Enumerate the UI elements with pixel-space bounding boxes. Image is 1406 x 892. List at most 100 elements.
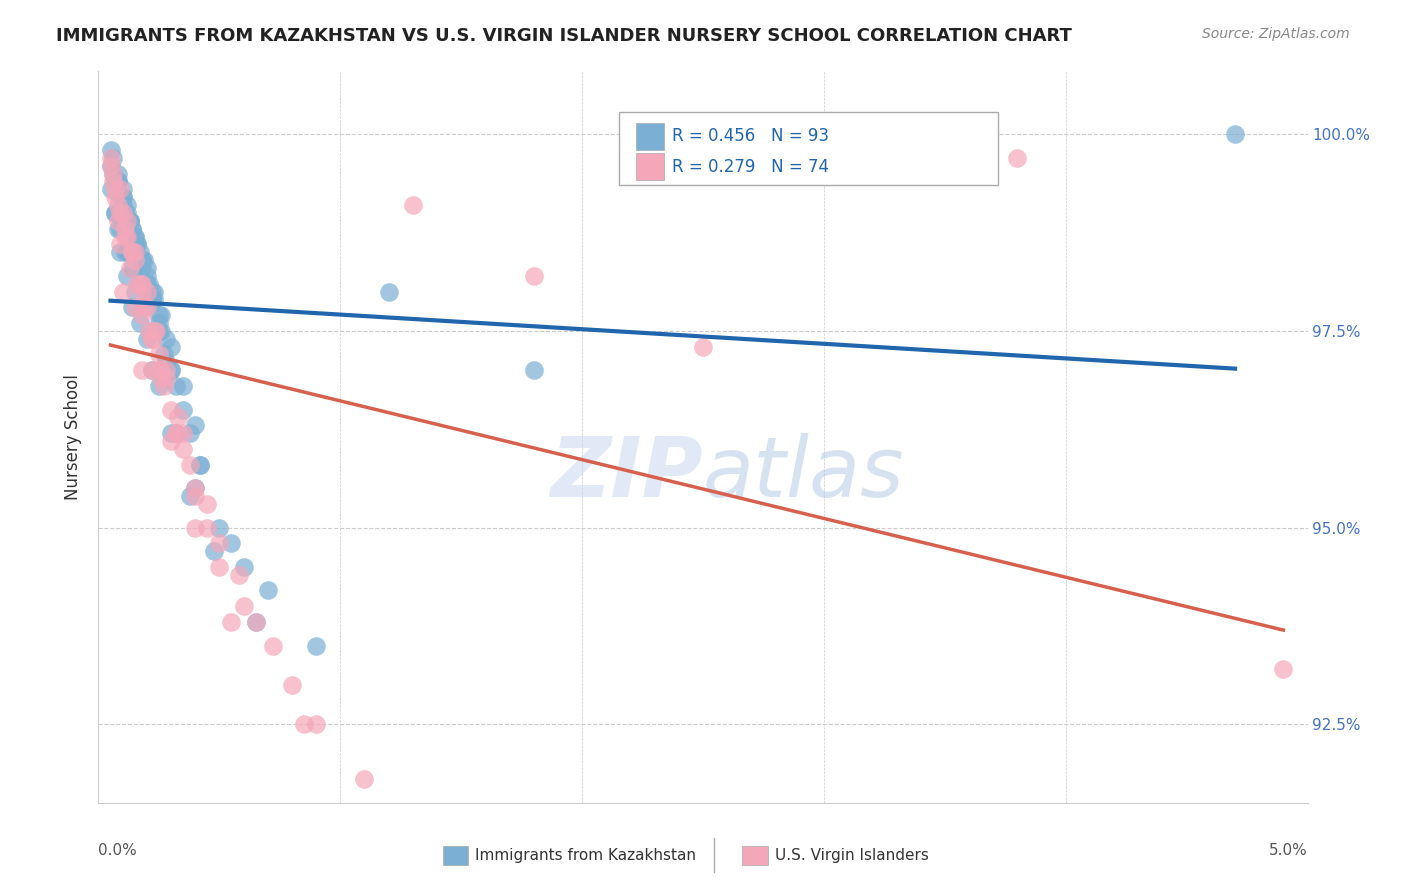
Point <box>107 174 129 188</box>
Point <box>208 520 231 534</box>
Point <box>179 489 201 503</box>
Point <box>121 260 143 275</box>
Point <box>523 363 546 377</box>
Point <box>104 190 127 204</box>
Point <box>167 410 190 425</box>
Point <box>117 245 139 260</box>
Point <box>232 599 254 614</box>
Point <box>101 167 124 181</box>
Point <box>165 426 187 441</box>
Point <box>184 481 207 495</box>
Point <box>107 167 129 181</box>
Text: U.S. Virgin Islanders: U.S. Virgin Islanders <box>775 848 928 863</box>
Point <box>107 198 129 212</box>
Point <box>117 198 139 212</box>
Point <box>134 253 156 268</box>
Point <box>1007 151 1029 165</box>
Point <box>127 237 149 252</box>
Point <box>128 245 150 260</box>
Point <box>121 301 143 315</box>
Point <box>188 458 211 472</box>
Point <box>195 497 218 511</box>
Point <box>131 363 153 377</box>
Point <box>141 363 163 377</box>
Y-axis label: Nursery School: Nursery School <box>65 374 83 500</box>
Point <box>127 277 149 291</box>
Text: R = 0.456   N = 93: R = 0.456 N = 93 <box>672 128 830 145</box>
Point <box>111 198 134 212</box>
Point <box>148 379 170 393</box>
Point <box>262 639 284 653</box>
Point <box>108 221 131 235</box>
Point <box>114 221 136 235</box>
Point <box>188 458 211 472</box>
Text: atlas: atlas <box>703 434 904 514</box>
Point <box>111 182 134 196</box>
Point <box>101 167 124 181</box>
Point <box>716 143 738 157</box>
Point <box>148 308 170 322</box>
Point <box>108 182 131 196</box>
Point <box>141 332 163 346</box>
Point <box>204 544 226 558</box>
Point <box>155 363 177 377</box>
Point <box>104 206 127 220</box>
Point <box>100 143 122 157</box>
Text: Immigrants from Kazakhstan: Immigrants from Kazakhstan <box>475 848 696 863</box>
Point <box>135 332 157 346</box>
Point <box>111 285 134 299</box>
Point <box>692 340 714 354</box>
Point <box>124 229 146 244</box>
Point <box>208 559 231 574</box>
Point <box>145 324 167 338</box>
Point <box>152 379 174 393</box>
Point <box>114 245 136 260</box>
Point <box>141 293 163 307</box>
Point <box>131 285 153 299</box>
Point <box>184 520 207 534</box>
Point <box>108 237 131 252</box>
Text: 5.0%: 5.0% <box>1268 843 1308 858</box>
Point <box>232 559 254 574</box>
Point <box>100 182 122 196</box>
Point <box>523 268 546 283</box>
Point <box>141 363 163 377</box>
Point <box>111 190 134 204</box>
Point <box>155 332 177 346</box>
Point <box>117 206 139 220</box>
Point <box>165 426 187 441</box>
Point <box>228 567 250 582</box>
Point <box>108 206 131 220</box>
Point <box>124 253 146 268</box>
Point <box>104 206 127 220</box>
Point <box>121 221 143 235</box>
Point <box>184 418 207 433</box>
Point <box>128 316 150 330</box>
Point <box>118 260 141 275</box>
Point <box>114 229 136 244</box>
Point <box>172 379 194 393</box>
Point <box>124 245 146 260</box>
Point <box>121 221 143 235</box>
Point <box>155 355 177 369</box>
Point <box>100 151 122 165</box>
Point <box>165 379 187 393</box>
Point <box>150 371 173 385</box>
Point <box>281 678 304 692</box>
Point <box>256 583 278 598</box>
Point <box>124 301 146 315</box>
Point <box>118 214 141 228</box>
Point <box>208 536 231 550</box>
Point <box>160 340 183 354</box>
Point <box>245 615 267 629</box>
Point <box>152 347 174 361</box>
Point <box>160 426 183 441</box>
Point <box>141 293 163 307</box>
Point <box>118 214 141 228</box>
Text: R = 0.279   N = 74: R = 0.279 N = 74 <box>672 158 830 176</box>
Point <box>138 277 160 291</box>
Text: IMMIGRANTS FROM KAZAKHSTAN VS U.S. VIRGIN ISLANDER NURSERY SCHOOL CORRELATION CH: IMMIGRANTS FROM KAZAKHSTAN VS U.S. VIRGI… <box>56 27 1073 45</box>
Point <box>195 520 218 534</box>
Point <box>150 308 173 322</box>
Point <box>143 285 166 299</box>
